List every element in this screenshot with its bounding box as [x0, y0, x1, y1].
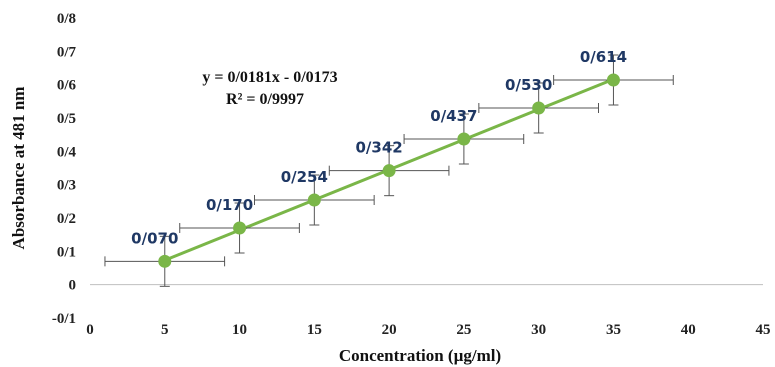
data-label: 0/530 — [505, 76, 552, 94]
y-tick-label: 0/1 — [57, 244, 76, 260]
x-tick-label: 30 — [531, 322, 546, 338]
y-tick-label: 0/8 — [57, 11, 76, 27]
y-tick-label: 0 — [69, 278, 77, 294]
data-label: 0/437 — [430, 107, 477, 125]
x-tick-label: 15 — [307, 322, 322, 338]
x-tick-label: 5 — [161, 322, 169, 338]
y-axis-ticks: -0/1 0 0/1 0/2 0/3 0/4 0/5 0/6 0/7 0/8 — [52, 11, 77, 327]
x-axis-ticks: 0 5 10 15 20 25 30 35 40 45 — [86, 322, 770, 338]
x-tick-label: 35 — [606, 322, 621, 338]
y-tick-label: 0/4 — [57, 144, 77, 160]
x-axis-title: Concentration (µg/ml) — [339, 346, 501, 365]
r-squared-label: R² = 0/9997 — [226, 91, 304, 108]
data-point — [382, 164, 396, 178]
x-tick-label: 40 — [681, 322, 696, 338]
data-point — [158, 254, 172, 268]
data-label: 0/170 — [206, 196, 253, 214]
data-label: 0/254 — [281, 168, 328, 186]
x-tick-label: 10 — [232, 322, 247, 338]
data-labels: 0/070 0/170 0/254 0/342 0/437 0/530 0/614 — [131, 48, 627, 247]
data-point — [307, 193, 321, 207]
data-label: 0/070 — [131, 229, 178, 247]
trendline-equation: y = 0/0181x - 0/0173 — [202, 69, 337, 86]
data-points — [158, 73, 620, 268]
data-label: 0/342 — [355, 139, 402, 157]
y-tick-label: 0/3 — [57, 178, 76, 194]
data-label: 0/614 — [580, 48, 627, 66]
y-tick-label: -0/1 — [52, 311, 76, 327]
data-point — [532, 101, 546, 115]
data-point — [457, 132, 471, 146]
x-tick-label: 0 — [86, 322, 94, 338]
y-tick-label: 0/7 — [57, 44, 77, 60]
y-tick-label: 0/6 — [57, 78, 77, 94]
x-tick-label: 45 — [756, 322, 771, 338]
y-tick-label: 0/5 — [57, 111, 76, 127]
x-tick-label: 20 — [382, 322, 397, 338]
data-point — [606, 73, 620, 87]
y-axis-title: Absorbance at 481 nm — [9, 87, 28, 250]
data-point — [233, 221, 247, 235]
y-tick-label: 0/2 — [57, 211, 76, 227]
x-tick-label: 25 — [456, 322, 471, 338]
